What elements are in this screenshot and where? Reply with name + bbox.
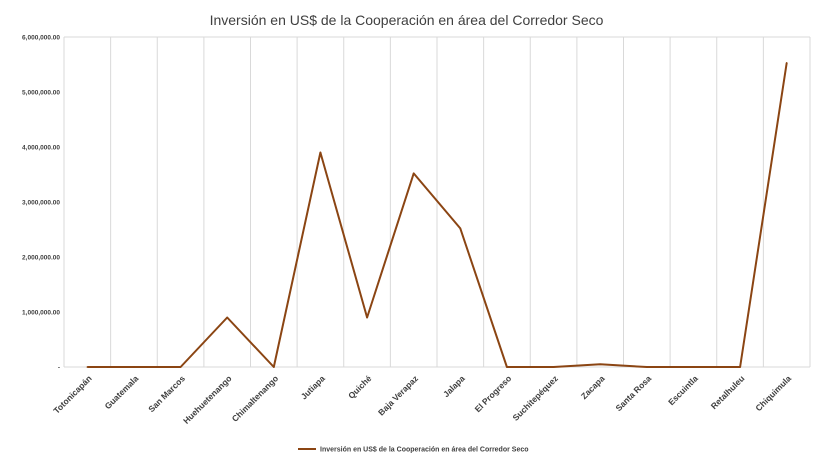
y-tick-label: 6,000,000.00: [22, 35, 60, 42]
chart-title: Inversión en US$ de la Cooperación en ár…: [209, 12, 604, 28]
series-line: [87, 62, 788, 368]
data-point: [86, 366, 89, 368]
data-point: [646, 366, 648, 368]
x-tick-label: Zacapa: [579, 373, 607, 401]
data-point: [692, 366, 695, 368]
data-point: [459, 227, 462, 230]
y-tick-label: 4,000,000.00: [22, 145, 60, 152]
x-tick-label: Escuintla: [666, 373, 700, 407]
x-tick-label: Chimaltenango: [230, 373, 280, 423]
x-tick-label: El Progreso: [473, 373, 514, 414]
y-tick-label: -: [58, 365, 60, 372]
x-tick-label: Quiché: [346, 373, 374, 401]
x-tick-label: San Marcos: [146, 373, 187, 414]
data-point: [226, 316, 228, 319]
x-tick-label: Chiquimula: [753, 373, 793, 413]
legend-label: Inversión en US$ de la Cooperación en ár…: [320, 447, 529, 454]
x-tick-label: Baja Verapaz: [376, 373, 420, 417]
x-tick-label: Guatemala: [103, 373, 141, 411]
data-point: [366, 316, 368, 319]
x-tick-label: Jutiapa: [299, 373, 327, 401]
y-tick-label: 1,000,000.00: [22, 310, 60, 317]
data-point: [319, 151, 322, 154]
x-tick-label: Jalapa: [441, 373, 467, 399]
x-tick-label: Huehuetenango: [181, 373, 233, 425]
data-point: [179, 366, 182, 368]
y-tick-label: 2,000,000.00: [22, 255, 60, 262]
y-tick-label: 5,000,000.00: [22, 90, 60, 97]
data-point: [739, 366, 741, 368]
data-point: [785, 62, 788, 64]
data-point: [506, 366, 508, 368]
data-point: [133, 366, 135, 368]
data-point: [599, 363, 601, 366]
data-point: [273, 366, 275, 368]
x-tick-label: Retalhuleu: [709, 373, 747, 411]
x-tick-label: Totonicapán: [51, 373, 93, 415]
data-point: [552, 366, 555, 368]
data-point: [412, 172, 415, 175]
x-tick-label: Suchitepéquez: [510, 373, 559, 422]
y-tick-label: 3,000,000.00: [22, 200, 60, 207]
x-tick-label: Santa Rosa: [613, 373, 653, 413]
